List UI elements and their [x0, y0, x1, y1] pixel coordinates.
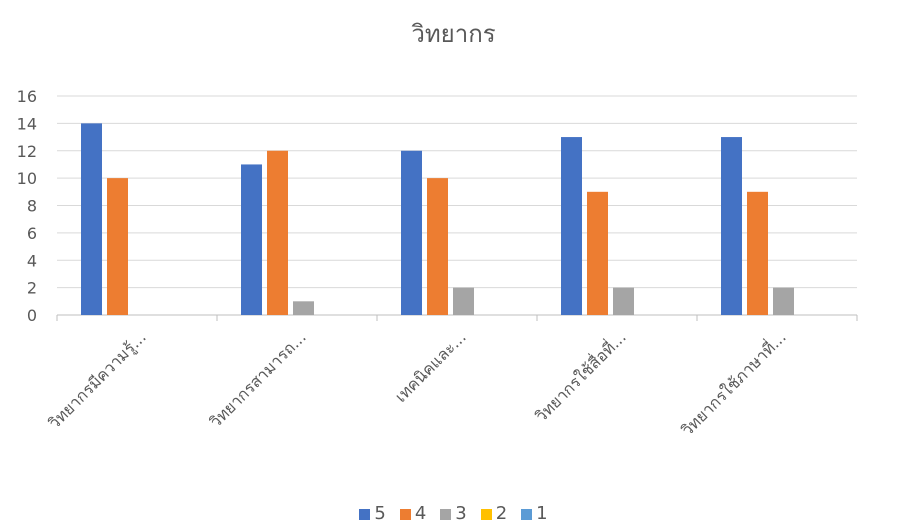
bar	[267, 150, 288, 315]
y-tick-label: 10	[17, 169, 37, 188]
legend-swatch	[359, 508, 371, 520]
legend-item: 4	[399, 503, 427, 524]
legend: 5 4 3 2 1	[0, 504, 907, 524]
x-category-label: วิทยากรสามารถ...	[206, 327, 310, 431]
legend-swatch	[521, 508, 533, 520]
legend-item: 1	[521, 503, 548, 524]
y-tick-label: 6	[27, 224, 37, 243]
y-tick-label: 0	[27, 306, 37, 325]
y-tick-label: 2	[27, 279, 37, 298]
x-category-label: เทคนิคและ...	[391, 327, 470, 406]
bar	[773, 287, 794, 315]
x-category-label: วิทยากรมีความรู้...	[45, 327, 151, 433]
bar	[427, 178, 448, 315]
x-category-label: วิทยากรใช้ภาษาที่...	[676, 326, 790, 440]
legend-label: 3	[455, 503, 467, 524]
bar	[747, 191, 768, 315]
bar	[613, 287, 634, 315]
legend-swatch	[480, 508, 492, 520]
y-tick-label: 12	[17, 142, 37, 161]
bar	[587, 191, 608, 315]
y-tick-label: 8	[27, 197, 37, 216]
legend-item: 5	[359, 503, 386, 524]
legend-swatch	[440, 508, 452, 520]
y-tick-label: 14	[17, 114, 37, 133]
legend-item: 3	[440, 503, 467, 524]
legend-label: 1	[536, 503, 548, 524]
bar	[107, 178, 128, 315]
x-category-label: วิทยากรใช้สื่อที่...	[530, 326, 630, 426]
legend-label: 2	[495, 503, 508, 524]
bar	[721, 137, 742, 315]
legend-label: 4	[414, 503, 427, 524]
bar	[453, 287, 474, 315]
y-tick-label: 16	[17, 87, 37, 106]
bar	[241, 164, 262, 315]
bar	[81, 123, 102, 315]
y-tick-label: 4	[27, 251, 37, 270]
legend-swatch	[399, 508, 411, 520]
legend-label: 5	[374, 503, 386, 524]
bar	[561, 137, 582, 315]
legend-item: 2	[480, 503, 508, 524]
bar	[401, 150, 422, 315]
bar	[293, 301, 314, 315]
chart-title: วิทยากร	[411, 20, 496, 48]
